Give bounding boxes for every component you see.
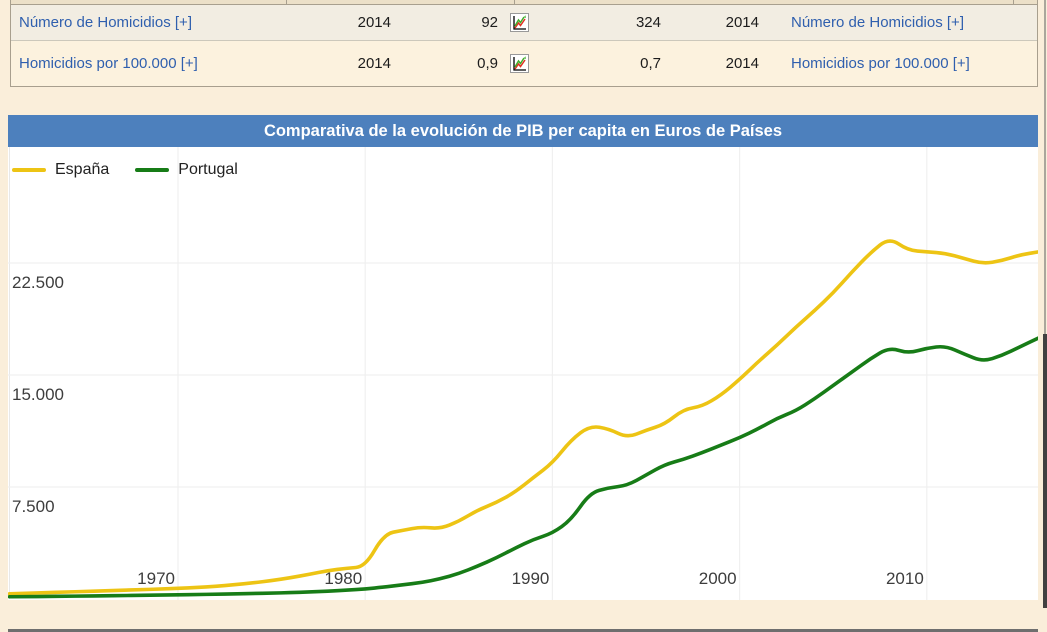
table-top-edge [11, 0, 1037, 5]
metric-link-left: Número de Homicidios [+] [11, 14, 286, 31]
x-tick-label: 2010 [886, 569, 924, 588]
gdp-chart-panel: Comparativa de la evolución de PIB per c… [8, 115, 1038, 632]
page: { "table": { "rows": [ { "left_label": "… [8, 0, 1047, 632]
series-line-portugal [8, 336, 1038, 599]
legend-item-espana[interactable]: España [12, 161, 109, 179]
x-tick-label: 2000 [699, 569, 737, 588]
scrollbar-track [1044, 0, 1046, 334]
y-tick-label: 22.500 [12, 273, 64, 292]
espana-line-swatch [12, 168, 46, 172]
column-divider [1013, 0, 1014, 4]
chart-canvas: 7.500 15.000 22.500 1970 1980 1990 2000 2010 [8, 147, 1038, 600]
x-tick-label: 1990 [512, 569, 550, 588]
metric-link-left: Homicidios por 100.000 [+] [11, 55, 286, 72]
table-row: Homicidios por 100.000 [+] 2014 0,9 0,7 … [11, 41, 1037, 87]
chart-icon-cell [500, 13, 538, 32]
column-divider [286, 0, 287, 4]
chart-title: Comparativa de la evolución de PIB per c… [8, 115, 1038, 147]
year-cell: 2014 [357, 14, 391, 31]
table-row: Número de Homicidios [+] 2014 92 324 201… [11, 5, 1037, 41]
y-tick-label: 7.500 [12, 497, 55, 516]
year-cell: 2014 [725, 14, 759, 31]
metric-link-right: Homicidios por 100.000 [+] [761, 55, 1037, 72]
legend-label: Portugal [178, 161, 238, 178]
value-cell-portugal: 324 [635, 14, 661, 31]
year-cell: 2014 [725, 55, 759, 72]
metric-link-right: Número de Homicidios [+] [761, 14, 1037, 31]
line-chart-icon[interactable] [509, 13, 529, 32]
portugal-line-swatch [135, 168, 170, 172]
value-cell-portugal: 0,7 [640, 55, 661, 72]
y-tick-label: 15.000 [12, 385, 64, 404]
value-cell-spain: 92 [481, 14, 498, 31]
metric-link[interactable]: Homicidios por 100.000 [+] [19, 55, 198, 72]
legend-label: España [55, 161, 110, 178]
stats-table: Número de Homicidios [+] 2014 92 324 201… [10, 0, 1038, 87]
chart-icon-cell [500, 54, 538, 73]
x-tick-label: 1970 [137, 569, 175, 588]
metric-link[interactable]: Homicidios por 100.000 [+] [791, 55, 970, 72]
line-chart-icon[interactable] [509, 54, 529, 73]
metric-link[interactable]: Número de Homicidios [+] [791, 14, 964, 31]
chart-plot: 7.500 15.000 22.500 1970 1980 1990 2000 2010 Es… [8, 147, 1038, 632]
column-divider [514, 0, 515, 4]
series-line-españa [8, 239, 1038, 596]
legend-item-portugal[interactable]: Portugal [135, 161, 238, 179]
scrollbar-thumb[interactable] [1043, 334, 1047, 608]
x-tick-label: 1980 [324, 569, 362, 588]
value-cell-spain: 0,9 [477, 55, 498, 72]
metric-link[interactable]: Número de Homicidios [+] [19, 14, 192, 31]
year-cell: 2014 [357, 55, 391, 72]
chart-legend: España Portugal [12, 161, 264, 179]
